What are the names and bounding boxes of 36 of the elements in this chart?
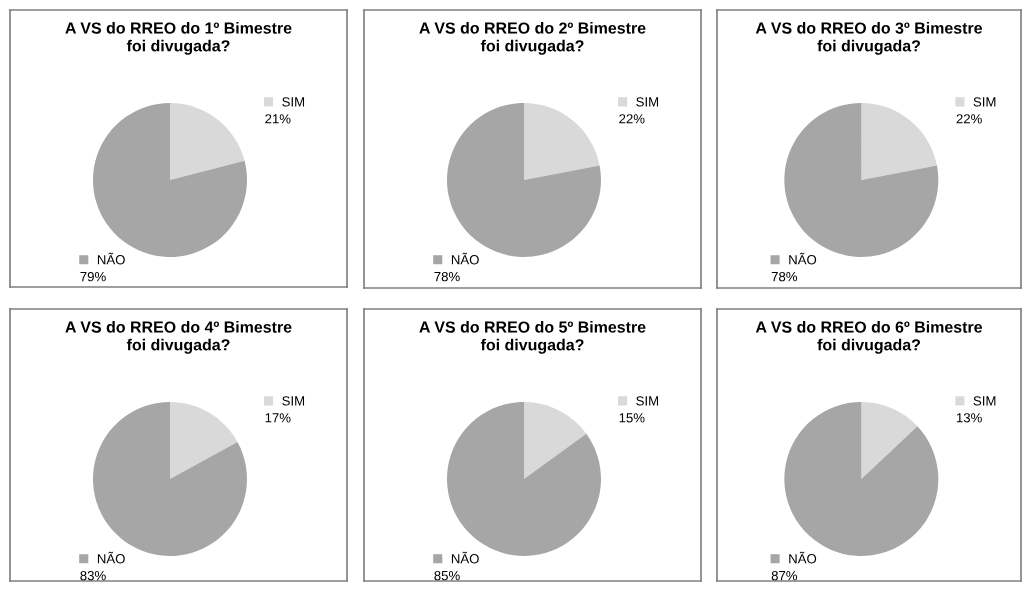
data-label: 83% [80, 570, 106, 581]
data-label: 22% [619, 114, 645, 124]
data-label: 15% [619, 413, 645, 423]
chart-title: A VS do RREO do 6º Bimestre foi divugada? [755, 321, 983, 354]
pie-slice [861, 402, 918, 479]
pie-slice [524, 103, 600, 180]
data-label: 78% [771, 271, 798, 282]
data-label: 79% [80, 271, 106, 282]
legend-label: SIM [282, 97, 305, 107]
legend-label: NÃO [789, 252, 817, 265]
data-label: 78% [434, 271, 460, 282]
pie-slice [170, 103, 245, 180]
chart-title: A VS do RREO do 2º Bimestre foi divugada? [419, 22, 646, 55]
legend-label: NÃO [451, 551, 479, 564]
data-label: 21% [265, 114, 291, 124]
legend-label: SIM [282, 396, 305, 406]
legend-label: NÃO [451, 252, 479, 265]
legend-label: SIM [973, 396, 996, 406]
pie-slice [170, 402, 238, 479]
legend-label: NÃO [789, 551, 817, 564]
chart-title: A VS do RREO do 4º Bimestre foi divugada? [65, 321, 292, 354]
data-label: 17% [265, 413, 291, 423]
legend-label: SIM [636, 97, 659, 107]
data-label: 22% [956, 114, 982, 124]
data-label: 13% [956, 413, 982, 423]
chart-title: A VS do RREO do 3º Bimestre foi divugada? [755, 22, 983, 55]
legend-label: NÃO [97, 252, 125, 265]
pie-slice [524, 402, 587, 479]
data-label: 87% [771, 570, 798, 581]
chart-title: A VS do RREO do 5º Bimestre foi divugada? [419, 321, 646, 354]
chart-title: A VS do RREO do 1º Bimestre foi divugada? [65, 22, 292, 55]
legend-label: SIM [973, 97, 996, 107]
data-label: 85% [434, 570, 460, 581]
pie-slice [861, 103, 937, 180]
legend-label: SIM [636, 396, 659, 406]
legend-label: NÃO [97, 551, 125, 564]
